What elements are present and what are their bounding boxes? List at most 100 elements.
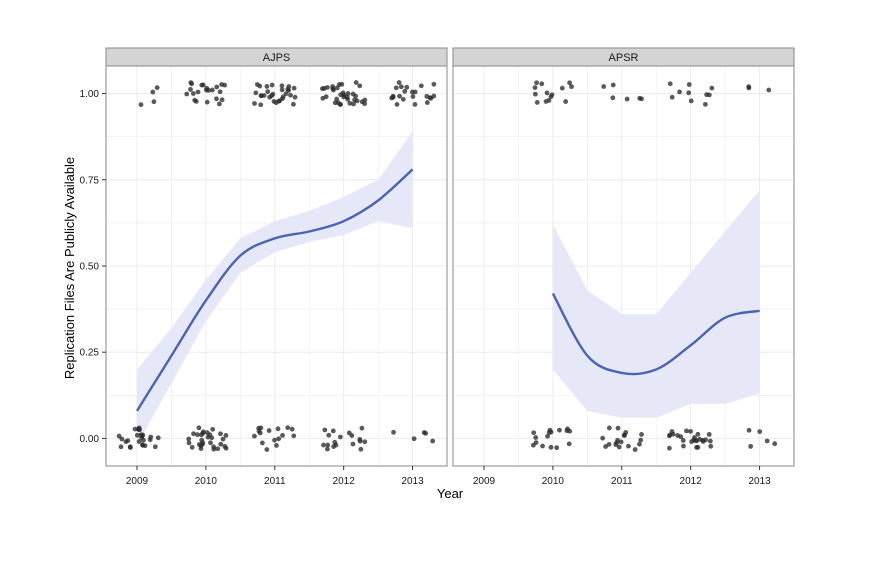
facet-strip-label: APSR [609, 52, 639, 64]
data-point [219, 97, 225, 103]
data-point [532, 91, 538, 97]
data-point [218, 431, 223, 437]
data-point [291, 433, 297, 439]
data-point [186, 440, 192, 446]
data-point [211, 444, 217, 450]
data-point [706, 432, 712, 437]
x-tick-label: 2011 [611, 476, 633, 487]
data-point [215, 446, 221, 452]
data-point [688, 98, 694, 104]
data-point [199, 82, 205, 88]
data-point [544, 90, 550, 96]
data-point [618, 439, 624, 445]
data-point [184, 91, 190, 97]
smooth-line [135, 168, 414, 412]
data-point [423, 430, 429, 436]
data-point [354, 98, 360, 104]
data-point [288, 92, 293, 98]
data-point [223, 433, 229, 438]
data-point [350, 441, 356, 447]
data-point [286, 88, 292, 93]
data-point [390, 94, 396, 100]
data-point [252, 101, 257, 106]
data-point [391, 429, 396, 435]
panel-apsr: APSR 2009 2010 2011 2012 2013 [452, 47, 795, 487]
data-point [214, 84, 220, 90]
confidence-band [552, 190, 760, 418]
data-point [285, 425, 291, 431]
data-point [694, 438, 700, 444]
data-point [603, 444, 609, 449]
data-point [600, 435, 606, 441]
data-point [326, 432, 332, 438]
x-tick-label: 2010 [542, 476, 565, 487]
data-point [193, 99, 199, 104]
data-point [624, 96, 630, 102]
data-point [191, 431, 196, 437]
data-point [557, 427, 562, 433]
data-point [637, 441, 642, 447]
data-point [260, 440, 265, 446]
data-point [330, 428, 336, 434]
data-point [539, 81, 545, 87]
data-point [549, 92, 555, 98]
data-point [208, 440, 213, 446]
data-point [189, 81, 195, 87]
data-point [606, 425, 612, 431]
data-point [140, 432, 146, 438]
data-point [272, 437, 277, 443]
data-point [189, 444, 195, 450]
data-point [264, 447, 270, 452]
data-point [772, 441, 778, 447]
facet-strip-label: AJPS [263, 52, 291, 64]
data-point [397, 93, 402, 99]
data-point [337, 434, 343, 440]
data-point [709, 85, 715, 91]
data-point [703, 437, 709, 443]
data-point [198, 446, 204, 451]
data-point [152, 444, 158, 450]
data-point [196, 425, 202, 431]
data-point [325, 446, 330, 452]
data-point [746, 84, 752, 90]
data-point [322, 427, 328, 433]
data-point [325, 442, 331, 448]
data-point [204, 85, 210, 91]
data-point [151, 99, 157, 105]
data-point [606, 441, 612, 447]
data-point [532, 85, 538, 91]
data-point [569, 84, 574, 90]
data-point [155, 435, 161, 441]
data-point [394, 101, 400, 107]
data-point [610, 82, 616, 88]
data-point [669, 429, 675, 434]
data-point [404, 84, 410, 90]
smooth-line [551, 293, 760, 376]
data-point [214, 96, 219, 102]
data-point [766, 87, 772, 93]
data-point [358, 446, 364, 452]
data-point [534, 99, 540, 105]
data-point [610, 95, 616, 101]
data-point [677, 89, 682, 95]
data-point [125, 438, 131, 444]
data-point [267, 94, 273, 100]
data-point [154, 85, 160, 91]
data-point [621, 433, 627, 438]
data-point [543, 99, 549, 104]
data-point [319, 86, 325, 92]
data-point [359, 425, 365, 431]
data-point [340, 90, 346, 96]
data-point [141, 437, 146, 443]
data-point [746, 427, 752, 433]
data-point [265, 89, 271, 95]
data-point [134, 432, 140, 438]
data-point [400, 96, 406, 102]
data-point [411, 436, 417, 442]
x-tick-label: 2009 [473, 476, 496, 487]
data-point [330, 86, 336, 92]
data-point [694, 445, 699, 450]
data-point [707, 438, 713, 444]
data-point [689, 439, 695, 445]
